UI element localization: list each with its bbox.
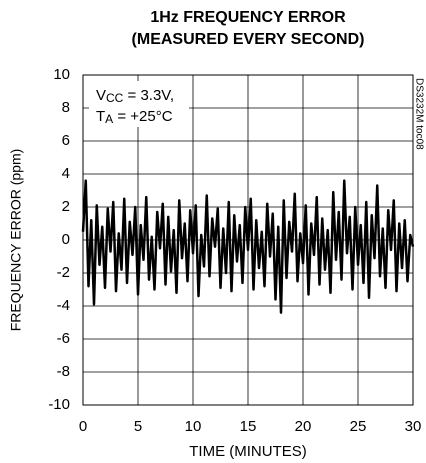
y-tick-label: -8 [57, 363, 70, 380]
x-tick-label: 5 [134, 418, 142, 435]
x-tick-label: 25 [350, 418, 367, 435]
y-tick-label: 10 [53, 66, 70, 83]
y-tick-label: 0 [62, 231, 70, 248]
y-tick-label: 4 [62, 165, 70, 182]
plot-area: -10 -8 -6 -4 -2 0 2 4 6 8 10 0 5 10 15 20 25 30 [48, 66, 421, 435]
side-note: DS3232M toc08 [413, 78, 424, 150]
annotation: VCC = 3.3V, [96, 87, 174, 105]
annotation: TA = +25°C [96, 108, 173, 126]
x-axis-label: TIME (MINUTES) [189, 443, 307, 460]
y-tick-label: -4 [57, 297, 70, 314]
chart-title: 1Hz FREQUENCY ERROR [150, 9, 346, 26]
annotation-box [89, 81, 189, 127]
data-line [81, 179, 415, 314]
x-tick-label: 20 [295, 418, 312, 435]
y-tick-label: 6 [62, 132, 70, 149]
x-tick-label: 30 [405, 418, 422, 435]
y-axis-label: FREQUENCY ERROR (ppm) [8, 149, 24, 332]
x-tick-label: 15 [240, 418, 257, 435]
y-tick-label: -10 [48, 396, 70, 413]
y-tick-label: -2 [57, 264, 70, 281]
chart-subtitle: (MEASURED EVERY SECOND) [132, 31, 365, 48]
x-tick-label: 0 [79, 418, 87, 435]
x-tick-label: 10 [185, 418, 202, 435]
y-tick-label: -6 [57, 330, 70, 347]
y-tick-label: 2 [62, 198, 70, 215]
y-tick-label: 8 [62, 99, 70, 116]
plot-frame [82, 74, 414, 406]
